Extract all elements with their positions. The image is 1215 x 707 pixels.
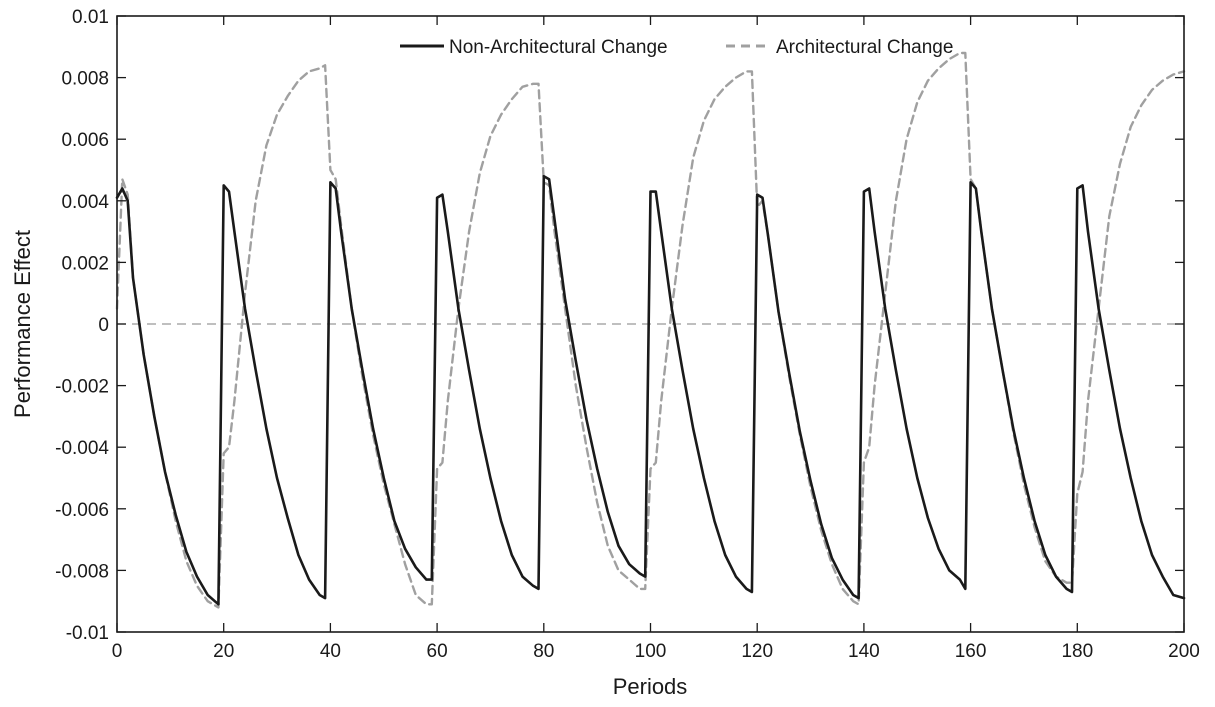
tick-layer: 0 20 40 60 80 100 120 140 160 180 200 -0.01 -0.008 -0… [55, 7, 1200, 662]
legend-label-architectural: Architectural Change [776, 37, 953, 58]
y-tick-label: 0.004 [61, 192, 109, 213]
y-tick-label: -0.006 [55, 500, 109, 521]
y-tick-label: 0.01 [72, 7, 109, 28]
y-tick-label: -0.01 [66, 623, 109, 644]
y-tick-label: 0 [98, 315, 109, 336]
y-tick-label: 0.008 [61, 69, 109, 90]
series-layer [115, 51, 1186, 609]
y-axis-title: Performance Effect [10, 230, 35, 418]
x-tick-label: 120 [741, 641, 773, 662]
x-tick-label: 200 [1168, 641, 1200, 662]
legend: Non-Architectural Change Architectural C… [400, 37, 953, 58]
x-tick-label: 80 [533, 641, 554, 662]
y-tick-label: -0.004 [55, 438, 109, 459]
legend-label-non-architectural: Non-Architectural Change [449, 37, 668, 58]
x-tick-label: 180 [1061, 641, 1093, 662]
x-tick-label: 140 [848, 641, 880, 662]
x-tick-label: 0 [112, 641, 123, 662]
y-tick-label: 0.006 [61, 130, 109, 151]
x-tick-label: 160 [955, 641, 987, 662]
x-tick-label: 60 [427, 641, 448, 662]
y-tick-label: 0.002 [61, 253, 109, 274]
series-line-non-architectural-change [115, 174, 1186, 606]
y-tick-label: -0.008 [55, 561, 109, 582]
y-tick-label: -0.002 [55, 377, 109, 398]
x-tick-label: 40 [320, 641, 341, 662]
x-axis-title: Periods [613, 674, 688, 699]
x-tick-label: 100 [635, 641, 667, 662]
x-tick-label: 20 [213, 641, 234, 662]
series-line-architectural-change [115, 51, 1186, 609]
